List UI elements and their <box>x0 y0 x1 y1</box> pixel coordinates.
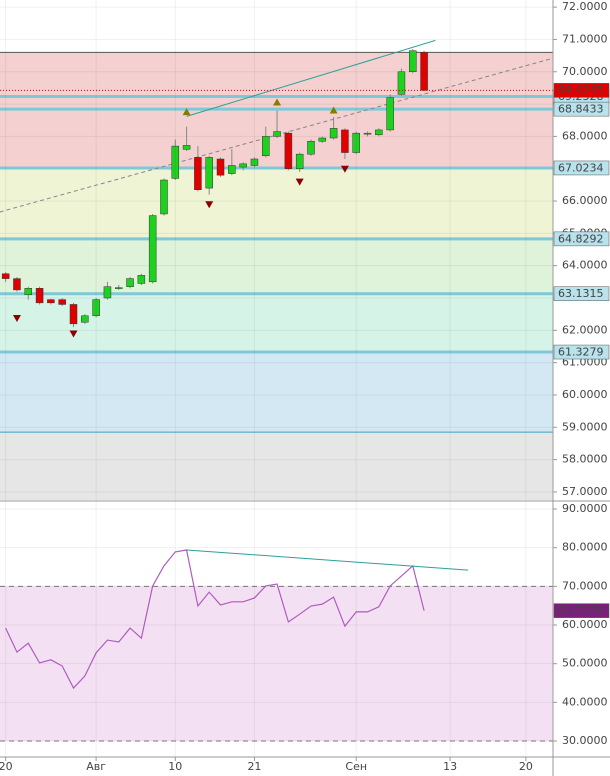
candle-body <box>239 163 247 168</box>
fib-zone <box>0 238 553 294</box>
candle-body <box>295 153 304 169</box>
candle-body <box>58 299 66 305</box>
value-box <box>553 344 610 360</box>
candle-body <box>194 157 202 190</box>
candle-body <box>148 215 157 283</box>
candle-body <box>352 132 360 153</box>
x-tick-label: 10 <box>168 760 182 773</box>
fractal-marker <box>273 98 282 106</box>
candle-body <box>92 299 100 317</box>
candle-body <box>216 158 225 176</box>
fractal-marker <box>69 330 78 338</box>
candle-body <box>13 278 21 291</box>
fractal-marker <box>205 201 214 209</box>
y-tick-label: 62.0000 <box>562 323 608 336</box>
y-tick-label: 66.0000 <box>562 194 608 207</box>
y-tick-label: 57.0000 <box>562 485 608 498</box>
y-tick-label: 90.0000 <box>562 502 608 515</box>
y-tick-label: 30.0000 <box>562 734 608 747</box>
x-tick-label: 21 <box>247 760 261 773</box>
value-box <box>553 603 610 618</box>
trend-line <box>186 549 469 571</box>
fib-zone <box>0 352 553 433</box>
candle-body <box>273 131 281 137</box>
rsi-line <box>5 549 425 690</box>
value-box <box>553 83 610 98</box>
candle-body <box>205 157 213 189</box>
candle-body <box>409 50 417 73</box>
value-box-label: 67.0234 <box>558 161 604 174</box>
y-tick-label: 70.0000 <box>562 579 608 592</box>
candle-body <box>114 287 123 289</box>
value-box-label: 61.3279 <box>558 346 604 359</box>
candle-body <box>363 132 372 135</box>
candle-body <box>228 165 236 174</box>
x-tick-label: Авг <box>86 760 106 773</box>
x-tick-label: Сен <box>345 760 367 773</box>
fractal-marker <box>182 108 191 116</box>
y-tick-label: 80.0000 <box>562 541 608 554</box>
value-box <box>553 101 610 117</box>
candle-body <box>81 315 89 323</box>
candle-body <box>126 278 134 287</box>
candle-body <box>420 52 428 91</box>
y-tick-label: 58.0000 <box>562 453 608 466</box>
candle-body <box>284 132 293 169</box>
candle-body <box>171 145 180 179</box>
candle-body <box>375 129 383 136</box>
candle-body <box>24 288 33 296</box>
x-tick-label: 20 <box>519 760 533 773</box>
candle-body <box>35 288 44 304</box>
y-tick-label: 60.0000 <box>562 388 608 401</box>
y-tick-label: 60.0000 <box>562 618 608 631</box>
fib-zone <box>0 432 553 500</box>
candle-body <box>250 158 259 166</box>
value-box <box>553 160 610 176</box>
candle-body <box>1 273 10 279</box>
value-box-label: 68.8433 <box>558 103 604 116</box>
fib-zone <box>0 167 553 239</box>
fractal-marker <box>295 178 304 186</box>
y-tick-label: 72.0000 <box>562 0 608 13</box>
candle-body <box>47 299 55 304</box>
value-box <box>553 286 610 301</box>
fractal-marker <box>12 315 21 323</box>
candle-body <box>386 97 394 131</box>
y-tick-label: 64.0000 <box>562 259 608 272</box>
rsi-band <box>0 586 553 742</box>
trend-line <box>186 39 436 117</box>
y-tick-label: 70.0000 <box>562 65 608 78</box>
candle-body <box>69 304 78 325</box>
value-box-label: 69.4245 <box>558 84 604 97</box>
x-tick-label: 13 <box>443 760 457 773</box>
value-box-label: 63.7128 <box>558 604 604 617</box>
y-tick-label: 50.0000 <box>562 657 608 670</box>
value-box-label: 64.8292 <box>558 232 604 245</box>
x-tick-label: 20 <box>0 760 13 773</box>
value-box-label: 63.1315 <box>558 287 604 300</box>
y-tick-label: 71.0000 <box>562 32 608 45</box>
fib-zone <box>0 293 553 353</box>
candle-body <box>341 129 349 153</box>
y-tick-label: 59.0000 <box>562 420 608 433</box>
candle-body <box>318 137 327 142</box>
candle-body <box>160 179 168 215</box>
fractal-marker <box>329 106 338 114</box>
candle-body <box>307 140 315 155</box>
y-tick-label: 68.0000 <box>562 129 608 142</box>
candle-body <box>182 145 191 150</box>
fractal-marker <box>340 165 349 173</box>
candle-body <box>262 136 270 157</box>
value-box <box>553 231 610 247</box>
candle-body <box>329 128 338 139</box>
y-tick-label: 40.0000 <box>562 695 608 708</box>
candle-body <box>103 286 112 299</box>
candle-body <box>137 275 146 284</box>
candle-body <box>397 71 406 95</box>
